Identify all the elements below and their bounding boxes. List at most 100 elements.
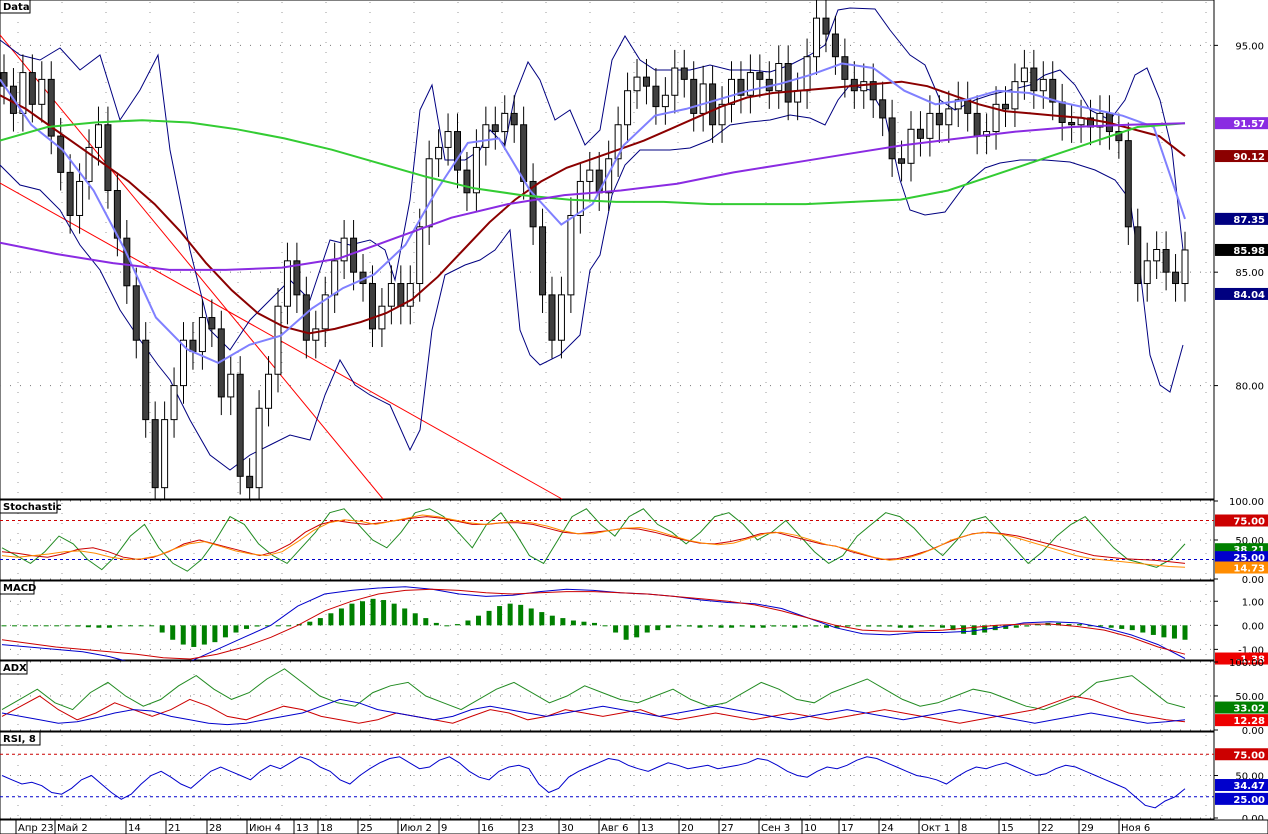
candle-body [1115, 131, 1123, 142]
macd-histogram-bar [908, 625, 914, 628]
adx-tick-label: 0.00 [1242, 726, 1264, 737]
candle-body [397, 283, 405, 307]
date-tick-label: 25 [360, 823, 373, 834]
macd-histogram-bar [1119, 625, 1125, 629]
bollinger-lower [0, 84, 1184, 471]
price-title-bg [0, 0, 31, 14]
price-candles [0, 0, 1189, 506]
candle-body [47, 78, 55, 137]
candle-body [416, 226, 424, 285]
macd-histogram-bar [1087, 625, 1093, 627]
macd-histogram-bar [454, 624, 460, 626]
adx-tick-label: 50.00 [1235, 692, 1264, 703]
candle-body [1068, 121, 1076, 126]
price-panel-title: Data [3, 2, 30, 13]
date-tick-label: Май 2 [57, 823, 88, 834]
candle-body [529, 180, 537, 228]
macd-histogram-bar [497, 606, 503, 626]
candle-body [841, 56, 849, 80]
price-tick-label: 80.00 [1235, 382, 1264, 393]
stochastic-panel-title: Stochastic [3, 502, 62, 513]
macd-histogram-bar [1161, 625, 1167, 638]
macd-histogram-bar [180, 625, 186, 645]
candle-body [1134, 226, 1142, 285]
macd-histogram-bar [1171, 625, 1177, 639]
macd-histogram-bar [138, 625, 144, 627]
macd-histogram-bar [1077, 624, 1083, 626]
macd-histogram-bar [707, 625, 713, 627]
macd-histogram-bar [486, 610, 492, 626]
adx-panel: ADX [0, 660, 1215, 732]
candle-body [624, 90, 632, 126]
macd-histogram-bar [191, 625, 197, 647]
macd-histogram-bar [1182, 625, 1188, 640]
candle-body [340, 237, 348, 262]
date-tick-label: 15 [1001, 823, 1014, 834]
candle-body [501, 112, 509, 133]
candle-body [907, 128, 915, 164]
macd-histogram-bar [317, 618, 323, 626]
candle-body [898, 158, 906, 164]
candle-body [633, 76, 641, 92]
stochastic-value-badge [1215, 514, 1268, 527]
adx-value-badge [1215, 701, 1268, 714]
candle-body [652, 85, 660, 108]
stochastic-value-badge-label: 38.21 [1233, 545, 1265, 556]
price-value-badge-label: 91.57 [1233, 119, 1265, 130]
stochastic-line-3 [1, 514, 1186, 568]
macd-histogram-bar [739, 625, 745, 627]
candle-body [888, 117, 896, 160]
macd-lines [1, 586, 1186, 670]
stochastic-plot-area [0, 499, 1215, 581]
candle-body [321, 294, 329, 330]
rsi-panel: RSI, 8 [0, 731, 1215, 820]
adx-lines [1, 668, 1186, 726]
date-tick-label: 21 [168, 823, 181, 834]
rsi-value-badge [1215, 748, 1268, 761]
candle-body [605, 158, 613, 194]
candle-body [331, 260, 339, 296]
price-panel: Data [0, 0, 1215, 506]
candle-body [1143, 260, 1151, 285]
stochastic-value-badge-label: 14.73 [1233, 564, 1265, 575]
macd-histogram-bar [360, 601, 366, 626]
candle-body [161, 419, 169, 489]
macd-histogram-bar [412, 613, 418, 626]
macd-histogram-bar [644, 625, 650, 633]
macd-histogram-bar [792, 625, 798, 628]
macd-histogram-bar [528, 608, 534, 626]
price-tick-label: 85.00 [1235, 268, 1264, 279]
rsi-tick-label: 50.00 [1235, 772, 1264, 783]
candle-body [869, 81, 877, 101]
candle-body [973, 112, 981, 137]
macd-histogram-bar [328, 613, 334, 626]
macd-histogram-bar [845, 625, 851, 627]
rsi-line-1 [1, 756, 1186, 809]
candle-body [406, 283, 414, 307]
macd-histogram-bar [665, 625, 671, 628]
macd-histogram-bar [43, 625, 49, 627]
candle-body [709, 83, 717, 126]
candle-body [387, 283, 395, 307]
macd-panel: MACD [0, 580, 1215, 670]
candle-body [690, 78, 698, 114]
candle-body [368, 283, 376, 330]
stochastic-value-badge [1215, 561, 1268, 574]
candle-body [926, 112, 934, 139]
candle-body [803, 56, 811, 92]
macd-histogram-bar [275, 625, 281, 627]
candle-body [756, 72, 764, 80]
stochastic-tick-label: 0.00 [1242, 575, 1264, 586]
macd-histogram-bar [866, 625, 872, 627]
stochastic-panel: Stochastic [0, 499, 1215, 581]
macd-histogram-bar [507, 603, 513, 626]
adx-title-bg [0, 660, 28, 675]
rsi-value-badge [1215, 792, 1268, 805]
moving-average-line-2 [0, 62, 1186, 365]
date-tick-label: Ноя 6 [1121, 823, 1150, 834]
adx-grid [0, 661, 1214, 731]
candle-body [198, 317, 206, 353]
macd-histogram-bar [128, 625, 134, 627]
adx-line-2 [1, 695, 1186, 724]
macd-histogram-bar [939, 625, 945, 628]
